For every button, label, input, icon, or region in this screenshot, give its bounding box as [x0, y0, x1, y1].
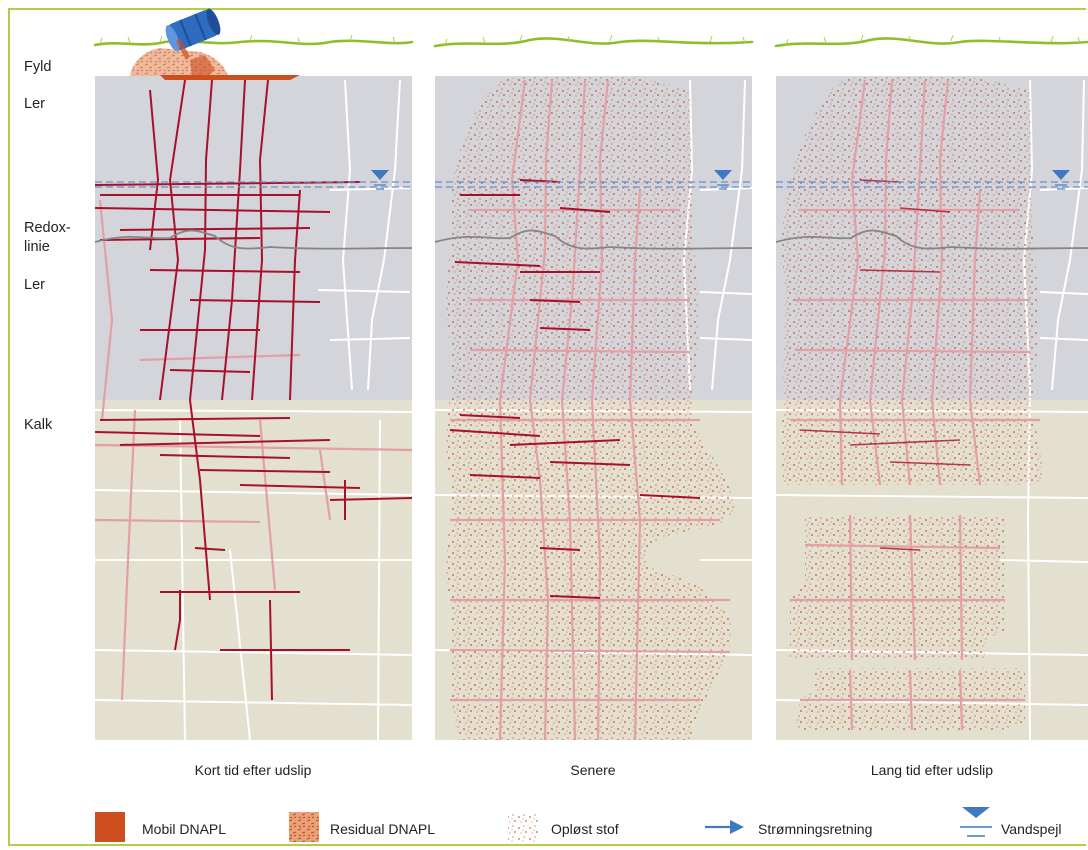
figure-frame	[8, 8, 1086, 846]
panel-3	[776, 76, 1088, 740]
panel-2	[435, 76, 752, 740]
water-table-lines	[95, 181, 1088, 188]
spilling-barrel-icon	[165, 8, 221, 60]
dissolved-plume-middle	[790, 515, 1005, 660]
grass-blades	[99, 34, 1081, 46]
dissolved-swatch	[508, 812, 538, 842]
legend-label-dissolved: Opløst stof	[551, 821, 619, 837]
light-fractures	[790, 79, 1040, 731]
water-table-triangle-icon	[1052, 170, 1070, 180]
layer-label-ler-upper: Ler	[24, 96, 45, 112]
legend-label-residual-dnapl: Residual DNAPL	[330, 821, 436, 837]
water-table-triangle-icon	[371, 170, 389, 180]
soil-spill	[130, 48, 228, 76]
white-fractures	[95, 79, 412, 740]
panel-caption-1: Kort tid efter udslip	[194, 762, 312, 778]
legend-label-water-table: Vandspejl	[1001, 821, 1062, 837]
light-fractures	[95, 199, 412, 701]
layer-label-redox-2: linie	[24, 239, 50, 255]
layer-label-fyld: Fyld	[24, 59, 52, 75]
legend-label-mobile-dnapl: Mobil DNAPL	[142, 821, 227, 837]
water-table-legend-icon	[960, 807, 992, 837]
water-table-markers	[371, 170, 1070, 190]
dissolved-plume	[446, 76, 735, 740]
legend-label-flow-direction: Strømningsretning	[758, 821, 873, 837]
dnapl-fractures	[799, 179, 971, 551]
panel-caption-2: Senere	[570, 762, 616, 778]
mobile-dnapl-pool	[160, 75, 300, 80]
layer-label-kalk: Kalk	[24, 417, 53, 433]
residual-plume-spill	[190, 55, 215, 76]
redox-lines	[94, 229, 1088, 250]
dnapl-fractures	[95, 79, 412, 701]
mobile-dnapl-swatch	[95, 812, 125, 842]
chalk-layer	[95, 400, 412, 740]
dnapl-fractures	[449, 179, 701, 599]
residual-dnapl-swatch	[289, 812, 319, 842]
dissolved-plume-upper	[779, 76, 1042, 485]
water-table-triangle-icon	[714, 170, 732, 180]
flow-arrow-icon	[705, 820, 744, 834]
layer-label-ler-lower: Ler	[24, 277, 45, 293]
panel-caption-3: Lang tid efter udslip	[870, 762, 994, 778]
layer-label-redox-1: Redox-	[24, 220, 71, 236]
panel-1	[95, 76, 412, 740]
grass-surface	[93, 37, 1088, 48]
light-fractures	[449, 79, 731, 740]
